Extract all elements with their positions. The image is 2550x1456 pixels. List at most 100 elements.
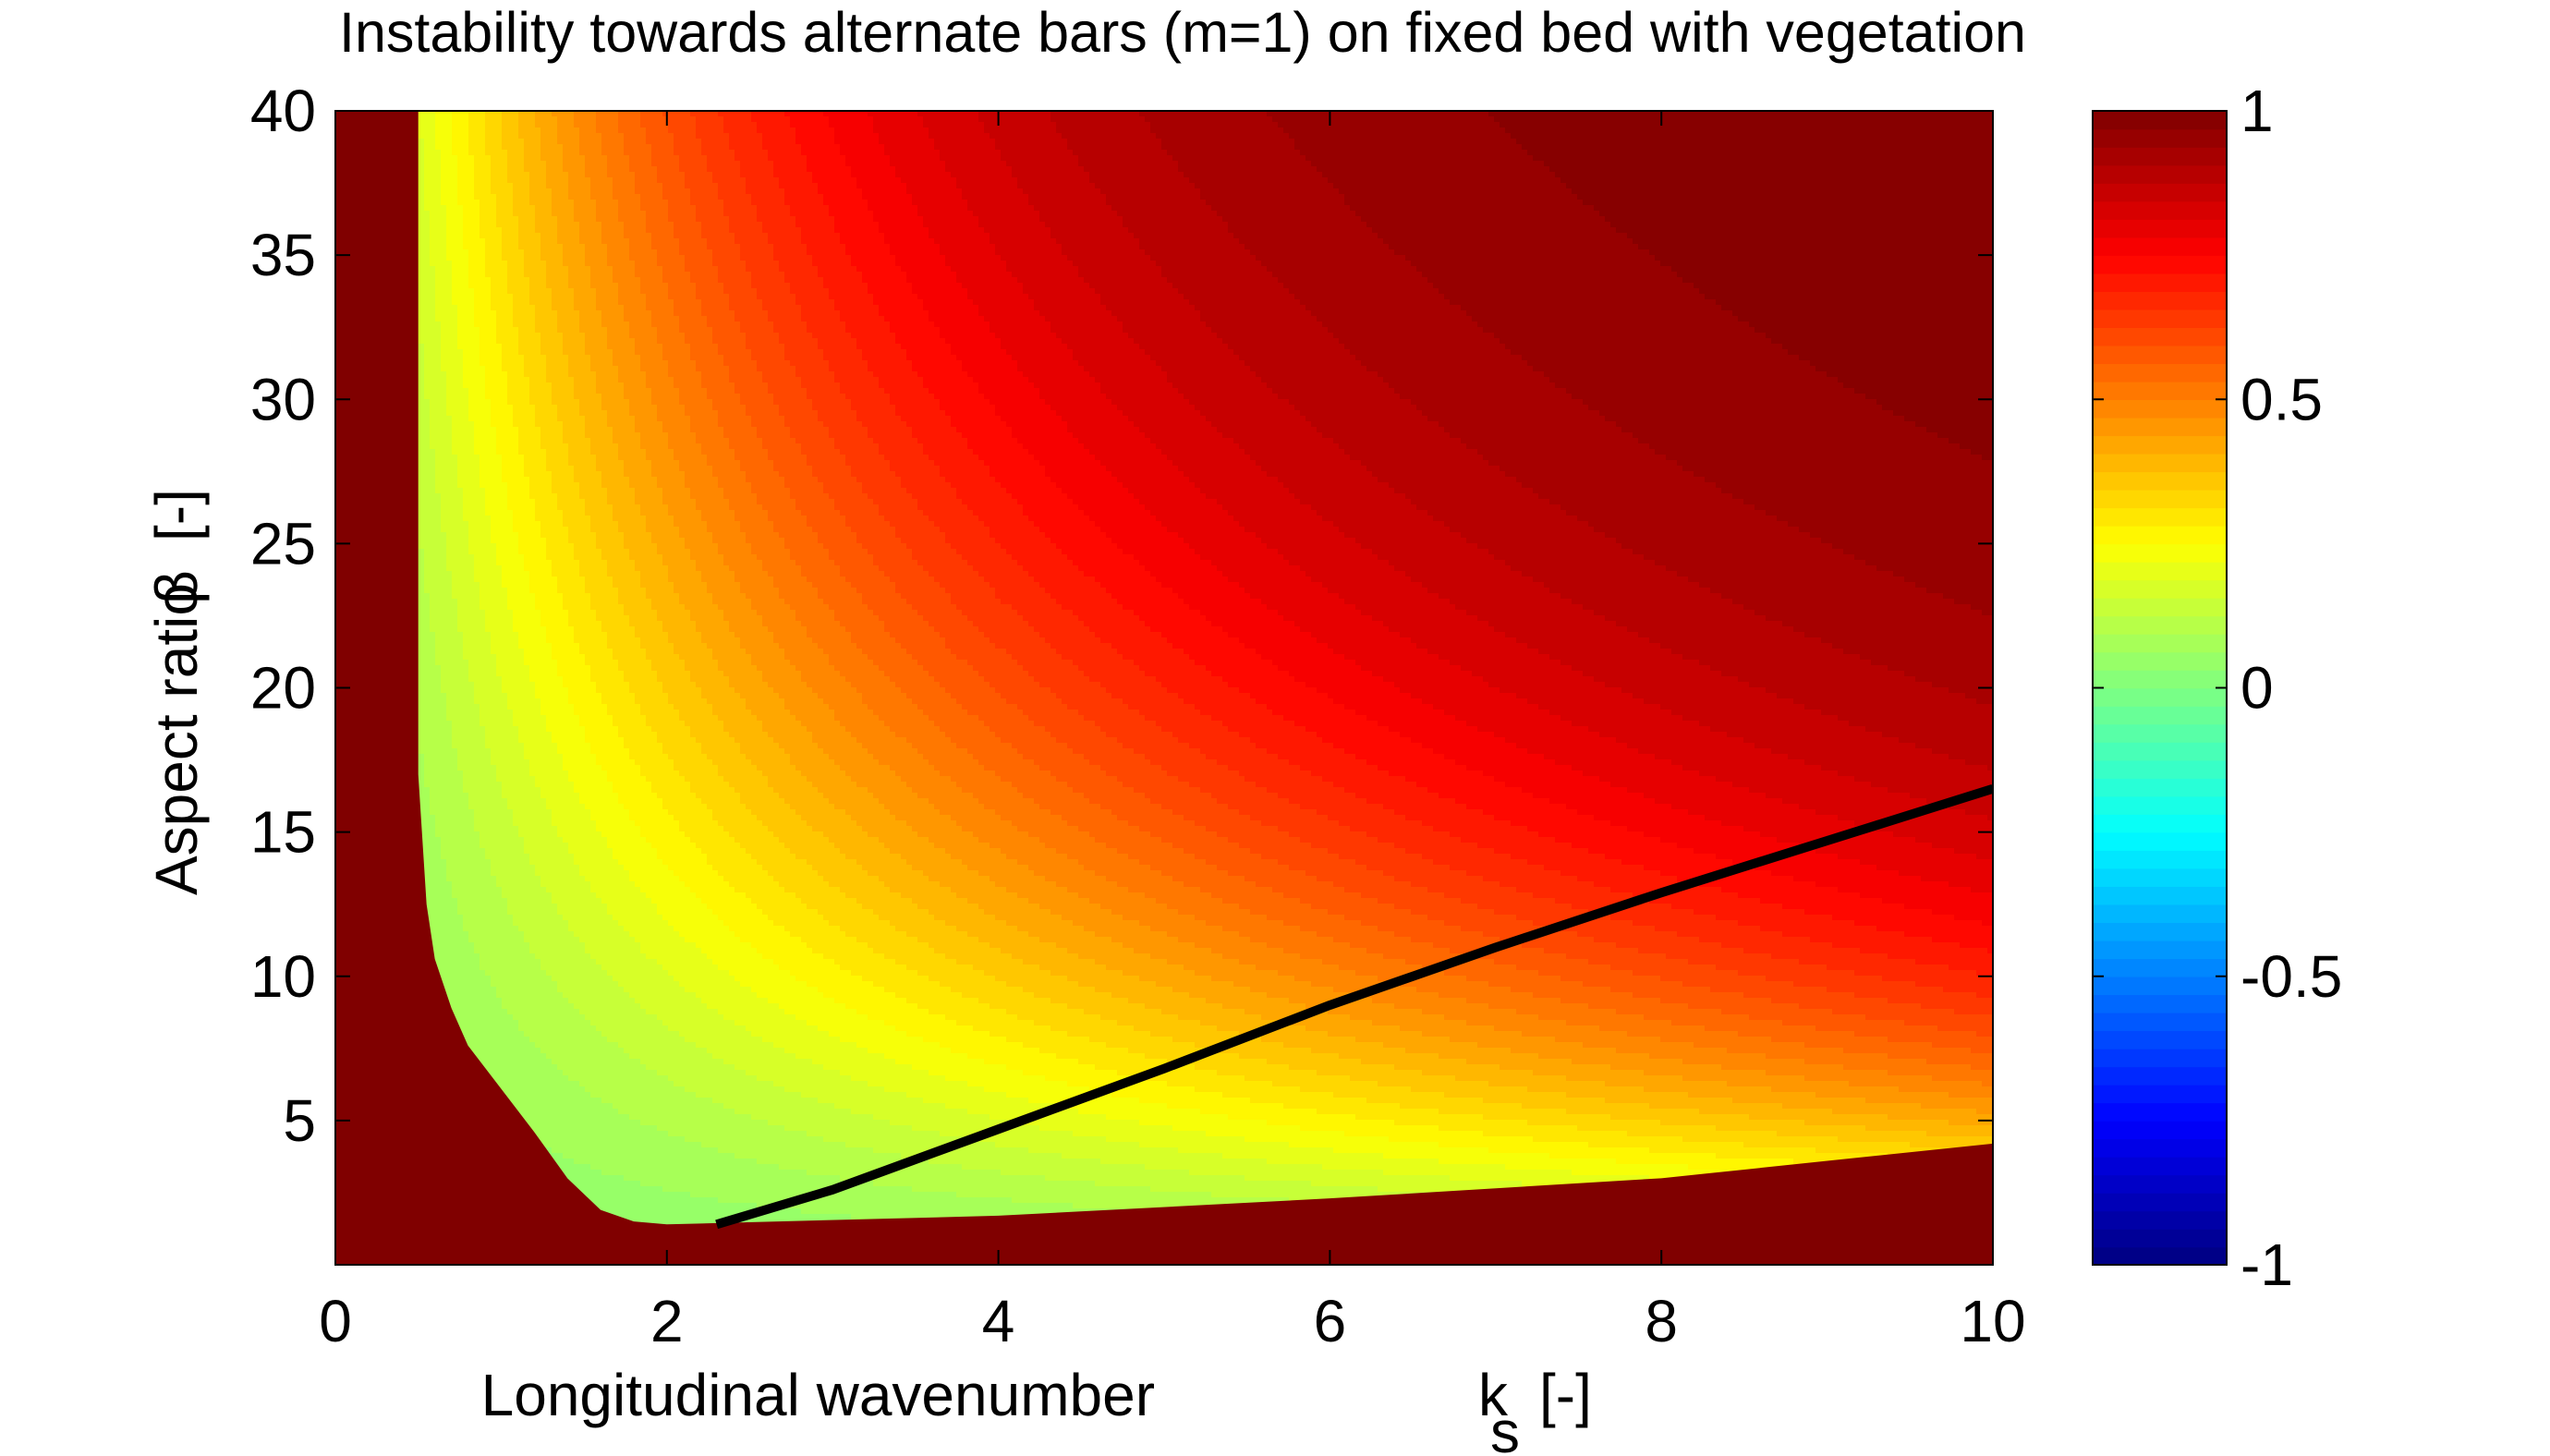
heatmap-cell [441,510,447,516]
heatmap-cell [424,793,431,799]
heatmap-cell [441,421,447,428]
heatmap-cell [441,909,447,916]
heatmap-cell [441,127,447,134]
heatmap-cell [419,516,425,522]
heatmap-cell [446,127,453,134]
heatmap-cell [441,904,447,910]
heatmap-cell [441,582,447,588]
heatmap-cell [435,776,442,783]
heatmap-cell [430,881,436,888]
heatmap-cell [441,227,447,234]
heatmap-cell [424,676,431,683]
heatmap-cell [435,831,442,838]
heatmap-cell [435,488,442,494]
heatmap-cell [430,682,436,688]
heatmap-cell [419,227,425,234]
heatmap-cell [430,133,436,140]
heatmap-cell [430,382,436,389]
heatmap-cell [424,698,431,705]
heatmap-cell [430,782,436,788]
heatmap-cell [435,554,442,561]
heatmap-cell [424,261,431,267]
heatmap-cell [424,532,431,539]
heatmap-cell [446,188,453,195]
heatmap-cell [441,809,447,816]
heatmap-cell [430,349,436,356]
heatmap-cell [430,150,436,156]
heatmap-cell [419,554,425,561]
heatmap-cell [441,859,447,866]
heatmap-cell [435,538,442,544]
heatmap-cell [435,288,442,295]
heatmap-cell [435,610,442,616]
heatmap-cell [441,804,447,810]
heatmap-cell [446,172,453,178]
heatmap-cell [441,443,447,450]
heatmap-cell [424,632,431,638]
heatmap-cell [419,576,425,583]
heatmap-cell [419,133,425,140]
heatmap-cell [435,177,442,184]
heatmap-cell [424,732,431,738]
heatmap-cell [446,205,453,212]
heatmap-cell [435,632,442,638]
heatmap-cell [424,438,431,444]
heatmap-cell [441,565,447,572]
heatmap-cell [424,283,431,289]
heatmap-cell [441,721,447,727]
heatmap-cell [435,926,442,932]
heatmap-cell [424,416,431,422]
heatmap-cell [419,626,425,633]
heatmap-cell [435,116,442,123]
heatmap-cell [419,283,425,289]
heatmap-cell [441,416,447,422]
heatmap-cell [430,127,436,134]
heatmap-cell [430,183,436,189]
heatmap-cell [424,809,431,816]
heatmap-cell [419,249,425,256]
heatmap-cell [419,421,425,428]
heatmap-cell [441,615,447,622]
heatmap-cell [424,371,431,378]
heatmap-cell [441,660,447,666]
heatmap-cell [424,322,431,328]
heatmap-cell [430,854,436,860]
heatmap-cell [441,698,447,705]
heatmap-cell [430,283,436,289]
heatmap-cell [430,676,436,683]
heatmap-cell [441,754,447,760]
heatmap-cell [419,438,425,444]
heatmap-cell [441,865,447,871]
heatmap-cell [424,726,431,733]
heatmap-cell [430,610,436,616]
heatmap-cell [424,626,431,633]
heatmap-cell [435,427,442,433]
heatmap-cell [441,599,447,605]
heatmap-cell [435,898,442,904]
heatmap-cell [435,848,442,855]
heatmap-cell [430,887,436,893]
heatmap-cell [419,510,425,516]
heatmap-cell [430,205,436,212]
heatmap-cell [424,565,431,572]
heatmap-cell [435,920,442,927]
heatmap-cell [424,787,431,794]
heatmap-cell [424,682,431,688]
heatmap-cell [424,255,431,261]
heatmap-cell [441,815,447,821]
heatmap-cell [424,166,431,173]
heatmap-cell [446,155,453,162]
heatmap-cell [419,582,425,588]
heatmap-cell [435,654,442,661]
heatmap-cell [430,560,436,566]
heatmap-cell [446,139,453,145]
heatmap-cell [419,776,425,783]
heatmap-cell [424,593,431,600]
heatmap-cell [430,654,436,661]
heatmap-cell [430,843,436,849]
heatmap-cell [424,482,431,489]
heatmap-cell [435,410,442,417]
heatmap-cell [424,338,431,345]
heatmap-cell [424,599,431,605]
heatmap-cell [435,887,442,893]
